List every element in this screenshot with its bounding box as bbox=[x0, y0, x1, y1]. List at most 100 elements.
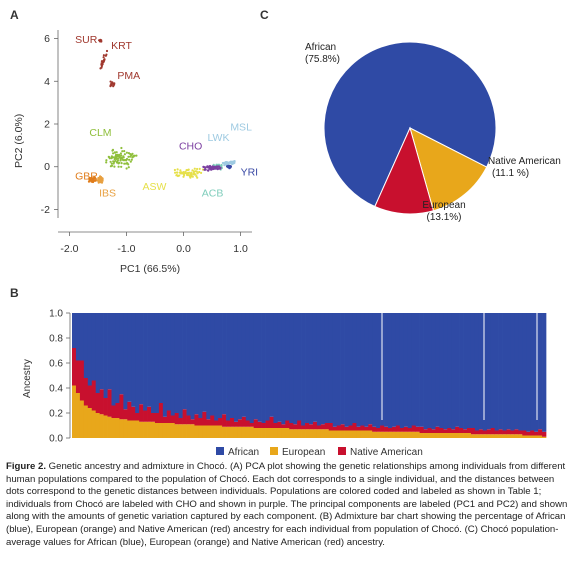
bar-african bbox=[530, 313, 535, 431]
bar-native-american bbox=[364, 426, 369, 431]
bar-african bbox=[91, 313, 97, 381]
bar-native-american bbox=[391, 426, 397, 432]
pca-point-asw bbox=[198, 170, 201, 174]
bar-native-american bbox=[324, 423, 330, 430]
bar-european bbox=[419, 433, 424, 438]
bar-european bbox=[87, 408, 93, 438]
pca-point-sur bbox=[99, 40, 102, 43]
bar-european bbox=[451, 433, 456, 438]
bar-african bbox=[249, 313, 255, 423]
pca-point-asw bbox=[200, 171, 203, 174]
bar-native-american bbox=[99, 389, 104, 415]
panel-a-letter: A bbox=[10, 8, 19, 22]
bar-native-american bbox=[245, 420, 251, 427]
bar-native-american bbox=[411, 425, 416, 432]
bar-african bbox=[127, 313, 132, 402]
pca-point-clm bbox=[121, 150, 124, 153]
pca-point-asw bbox=[196, 172, 199, 175]
bar-european bbox=[269, 428, 274, 438]
pca-point-clm bbox=[112, 156, 116, 159]
pca-point-clm bbox=[132, 155, 135, 158]
bar-european bbox=[281, 428, 286, 438]
bar-african bbox=[336, 313, 341, 426]
bar-african bbox=[447, 313, 452, 428]
pca-point-asw bbox=[184, 170, 187, 173]
pca-point-clm bbox=[117, 165, 120, 168]
bar-european bbox=[482, 434, 488, 438]
bar-european bbox=[72, 385, 77, 438]
bar-native-american bbox=[111, 405, 116, 418]
bar-european bbox=[190, 424, 195, 438]
pca-y-tick-label: 6 bbox=[44, 33, 50, 45]
pca-point-clm bbox=[112, 162, 115, 165]
pca-point-ibs bbox=[97, 177, 100, 180]
bar-african bbox=[99, 313, 104, 390]
bar-african bbox=[170, 313, 176, 416]
bar-native-american bbox=[395, 425, 401, 432]
bar-native-american bbox=[415, 426, 420, 432]
bar-european bbox=[486, 434, 492, 438]
bar-african bbox=[285, 313, 290, 421]
pca-point-clm bbox=[111, 149, 114, 152]
bar-native-american bbox=[470, 428, 476, 435]
pca-point-krt bbox=[102, 56, 105, 59]
bar-european bbox=[111, 418, 116, 438]
pca-point-msl bbox=[231, 161, 234, 164]
pca-label-clm: CLM bbox=[89, 127, 111, 139]
pca-label-krt: KRT bbox=[111, 40, 132, 52]
bar-native-american bbox=[506, 429, 511, 435]
pca-y-tick-label: 2 bbox=[44, 119, 50, 131]
pca-point-clm bbox=[108, 156, 111, 159]
bar-native-american bbox=[336, 425, 341, 431]
bar-african bbox=[435, 313, 440, 427]
pca-point-asw bbox=[187, 168, 190, 171]
bar-european bbox=[103, 415, 108, 438]
bar-african bbox=[190, 313, 195, 420]
admixture-legend: African European Native American bbox=[216, 447, 423, 458]
bar-european bbox=[309, 429, 314, 438]
bar-native-american bbox=[218, 418, 223, 426]
bar-african bbox=[439, 313, 444, 428]
pca-point-pma bbox=[109, 85, 112, 88]
bar-african bbox=[494, 313, 499, 431]
pca-point-clm bbox=[129, 153, 132, 156]
pca-x-tick-label: 1.0 bbox=[233, 243, 248, 255]
bar-african bbox=[372, 313, 377, 427]
bar-european bbox=[194, 425, 199, 438]
pca-label-yri: YRI bbox=[241, 166, 259, 178]
bar-european bbox=[403, 431, 409, 438]
pca-point-asw bbox=[192, 170, 195, 173]
legend-label: Native American bbox=[350, 447, 423, 458]
bar-african bbox=[312, 313, 318, 422]
pie-value-label: (11.1 %) bbox=[492, 168, 529, 179]
pca-point-asw bbox=[196, 167, 199, 171]
bar-african bbox=[174, 313, 179, 413]
pca-point-asw bbox=[176, 171, 179, 174]
bar-native-american bbox=[233, 421, 239, 427]
pca-point-clm bbox=[118, 154, 121, 157]
bar-european bbox=[395, 431, 401, 438]
pie-slice-native-american bbox=[374, 126, 435, 215]
bar-european bbox=[455, 433, 460, 438]
pca-x-tick-label: -1.0 bbox=[117, 243, 135, 255]
bar-european bbox=[407, 431, 413, 438]
bar-african bbox=[407, 313, 413, 428]
bar-european bbox=[143, 421, 148, 438]
pca-point-krt bbox=[102, 54, 105, 57]
bar-european bbox=[210, 425, 215, 438]
bar-native-american bbox=[72, 348, 77, 386]
pca-point-gbr bbox=[93, 176, 96, 179]
bar-european bbox=[435, 433, 440, 438]
bar-european bbox=[470, 434, 476, 438]
bar-native-american bbox=[301, 425, 306, 430]
pca-point-cho bbox=[211, 167, 214, 170]
bar-european bbox=[198, 425, 203, 438]
bar-native-american bbox=[451, 429, 456, 433]
bar-native-american bbox=[115, 403, 120, 418]
pca-point-ibs bbox=[97, 181, 100, 184]
bar-native-american bbox=[518, 430, 523, 435]
pca-y-tick-label: 4 bbox=[44, 76, 50, 88]
bar-african bbox=[423, 313, 428, 430]
bar-african bbox=[538, 313, 543, 430]
